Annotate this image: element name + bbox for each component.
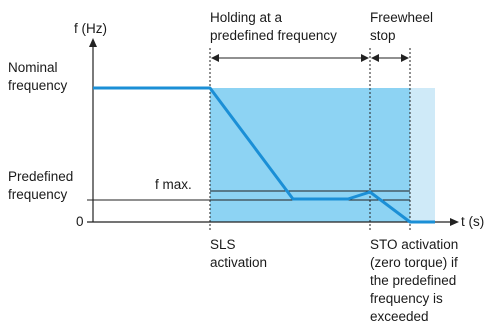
freewheel-label: Freewheel stop <box>370 10 434 43</box>
freewheel-arrow-right-head <box>401 54 409 62</box>
zero-label: 0 <box>76 214 84 229</box>
x-axis-arrow <box>450 218 459 226</box>
freewheel-light-region <box>410 88 435 222</box>
x-axis-label: t (s) <box>461 214 485 229</box>
y-axis-label: f (Hz) <box>74 21 107 36</box>
y-axis-arrow <box>89 38 97 47</box>
freewheel-region <box>370 88 410 222</box>
predefined-frequency-label: Predefined frequency <box>8 169 74 202</box>
fmax-label: f max. <box>155 177 192 192</box>
sto-activation-label: STO activation (zero torque) if the pred… <box>370 237 459 324</box>
holding-region <box>210 88 370 222</box>
frequency-curve <box>93 86 435 224</box>
freewheel-arrow-left-head <box>371 54 379 62</box>
holding-arrow-right-head <box>361 54 369 62</box>
holding-label: Holding at a predefined frequency <box>210 10 337 43</box>
sls-activation-label: SLS activation <box>210 237 268 270</box>
holding-arrow-left-head <box>211 54 219 62</box>
nominal-frequency-label: Nominal frequency <box>8 60 68 93</box>
